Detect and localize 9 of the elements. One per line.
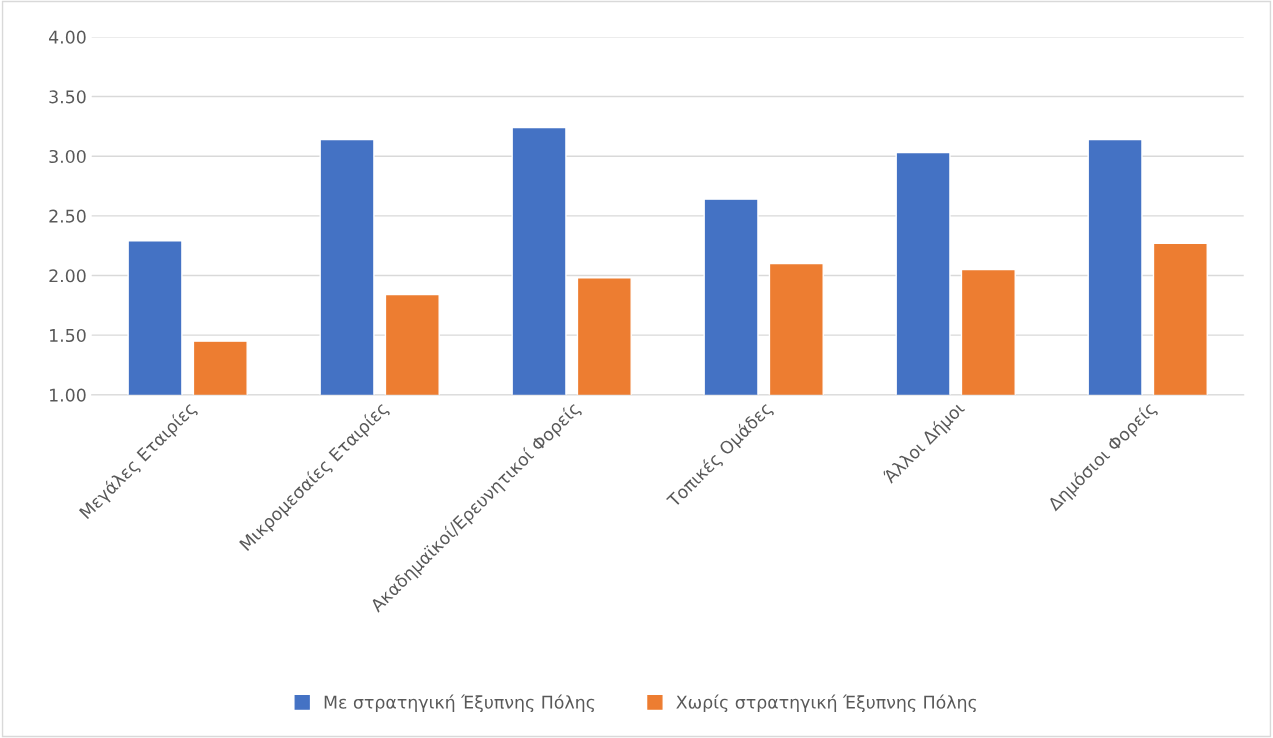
legend-label: Με στρατηγική Έξυπνης Πόλης — [324, 694, 595, 713]
y-tick-label: 1.50 — [50, 328, 86, 343]
y-tick-label: 4.00 — [48, 30, 86, 44]
y-tick-label: 2.50 — [49, 209, 86, 223]
y-tick-label: 3.00 — [49, 149, 86, 164]
y-tick-label: 3.50 — [49, 90, 86, 104]
legend-label: Χωρίς στρατηγική Έξυπνης Πόλης — [676, 694, 977, 713]
y-tick-label: 1.00 — [50, 388, 86, 402]
y-tick-label: 2.00 — [49, 269, 86, 283]
